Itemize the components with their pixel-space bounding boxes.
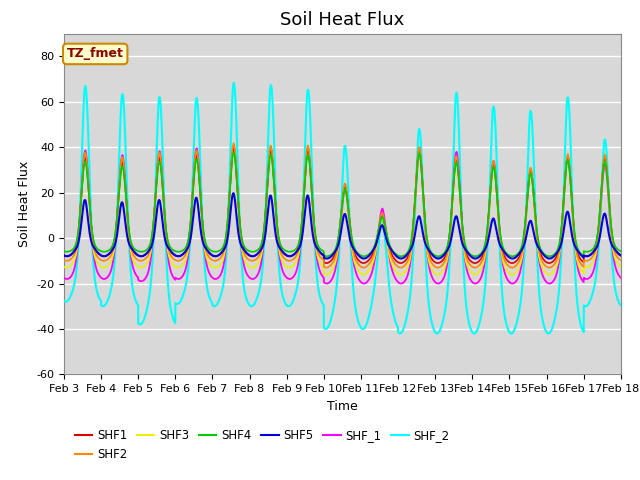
Title: Soil Heat Flux: Soil Heat Flux xyxy=(280,11,404,29)
Legend: SHF1, SHF2, SHF3, SHF4, SHF5, SHF_1, SHF_2: SHF1, SHF2, SHF3, SHF4, SHF5, SHF_1, SHF… xyxy=(70,425,454,466)
Text: TZ_fmet: TZ_fmet xyxy=(67,48,124,60)
Y-axis label: Soil Heat Flux: Soil Heat Flux xyxy=(17,161,31,247)
X-axis label: Time: Time xyxy=(327,400,358,413)
